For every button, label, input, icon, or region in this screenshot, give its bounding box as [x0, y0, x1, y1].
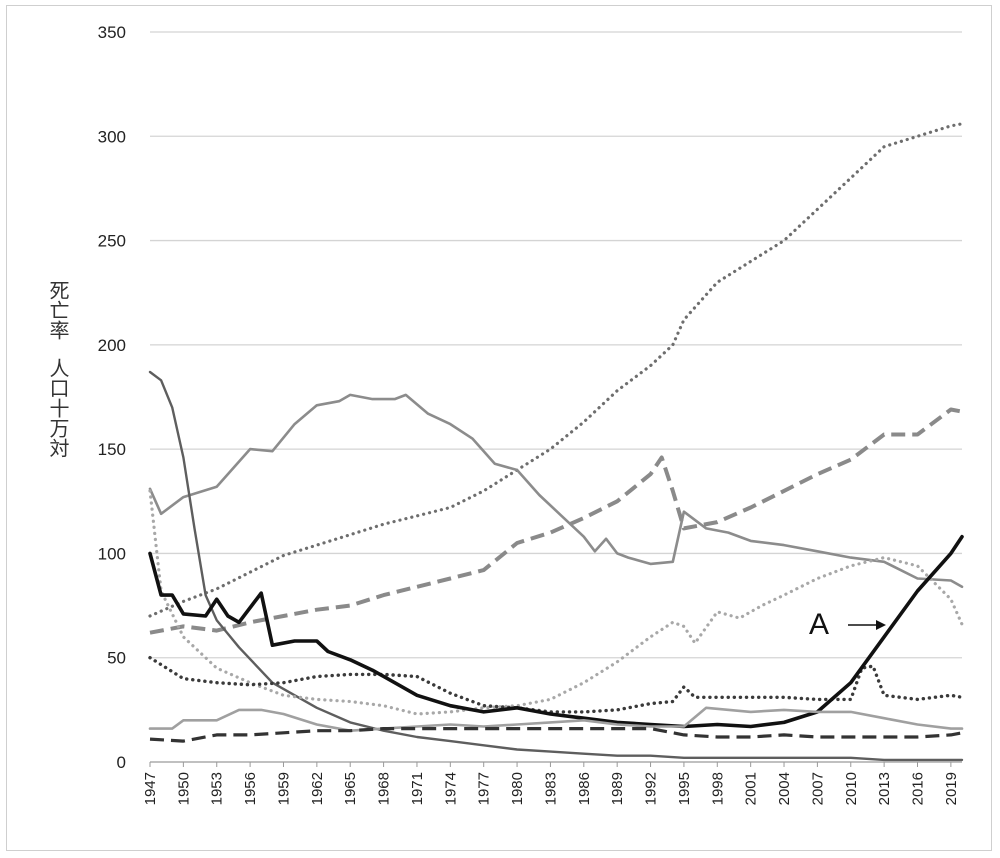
series-line-s9: [149, 727, 963, 743]
y-axis-ticks: 0 50 100 150 200 250 300 350: [98, 23, 126, 772]
x-tick-label: 1977: [476, 772, 493, 805]
y-tick-label: 300: [98, 127, 126, 146]
annotation-a-label: A: [809, 608, 829, 641]
x-tick-label: 1980: [509, 772, 526, 805]
series-line-s7: [148, 534, 964, 729]
x-tick-label: 1992: [643, 772, 660, 805]
y-tick-label: 250: [98, 232, 126, 251]
y-tick-label: 0: [117, 753, 126, 772]
series-line-s4: [148, 370, 964, 762]
annotation-arrowhead-icon: [876, 620, 886, 630]
x-axis-ticks: 1947 1950 1953 1956 1959 1962 1965 1968 1971 1974…: [142, 762, 960, 805]
y-axis-label: 死亡率 人口十万対: [44, 280, 70, 458]
x-tick-label: 1962: [309, 772, 326, 805]
annotation-a: A: [809, 608, 886, 641]
x-tick-label: 1950: [175, 772, 192, 805]
y-axis-label-line2: 人口十万対: [46, 358, 70, 458]
x-tick-label: 1995: [676, 772, 693, 805]
y-axis-label-line1: 死亡率: [46, 280, 70, 340]
series-line-s8: [148, 706, 964, 732]
series-line-s1: [148, 122, 964, 618]
x-tick-label: 2007: [809, 772, 826, 805]
y-tick-label: 150: [98, 440, 126, 459]
x-tick-label: 1971: [409, 772, 426, 805]
x-tick-label: 2001: [743, 772, 760, 805]
y-tick-label: 200: [98, 336, 126, 355]
x-tick-label: 1959: [275, 772, 292, 805]
gridlines: [150, 31, 962, 763]
x-tick-label: 1968: [376, 772, 393, 805]
x-tick-label: 1983: [542, 772, 559, 805]
x-tick-label: 1947: [142, 772, 159, 805]
x-tick-label: 2016: [910, 772, 927, 805]
x-tick-label: 1974: [442, 772, 459, 805]
x-tick-label: 1965: [342, 772, 359, 805]
series-line-s3: [148, 393, 964, 589]
x-tick-label: 2010: [843, 772, 860, 805]
series-line-s5: [148, 489, 964, 716]
y-tick-label: 50: [107, 649, 126, 668]
x-tick-label: 2019: [943, 772, 960, 805]
x-tick-label: 2004: [776, 772, 793, 805]
series-lines: [148, 122, 964, 762]
series-line-s2: [149, 407, 963, 635]
x-tick-label: 1953: [209, 772, 226, 805]
series-line-s6: [148, 656, 964, 714]
x-tick-label: 1989: [609, 772, 626, 805]
y-tick-label: 100: [98, 544, 126, 563]
x-tick-label: 1956: [242, 772, 259, 805]
x-tick-label: 1986: [576, 772, 593, 805]
y-tick-label: 350: [98, 23, 126, 42]
x-tick-label: 2013: [876, 772, 893, 805]
x-tick-label: 1998: [709, 772, 726, 805]
